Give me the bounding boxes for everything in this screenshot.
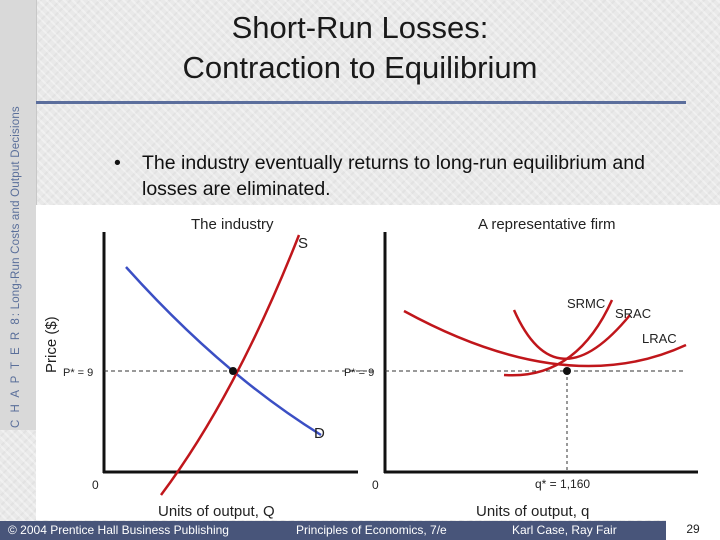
industry-title: The industry xyxy=(191,216,274,233)
bullet-text: The industry eventually returns to long-… xyxy=(142,152,645,200)
footer-book: Principles of Economics, 7/e xyxy=(296,523,447,537)
firm-x-label: Units of output, q xyxy=(476,503,589,520)
firm-price-label: P* = 9 xyxy=(344,367,374,379)
diagram-panel: The industry Price ($) P* = 9 S D 0 Unit… xyxy=(36,205,720,520)
title-line-1: Short-Run Losses: xyxy=(231,10,489,45)
bullet-icon: • xyxy=(114,152,121,174)
demand-label: D xyxy=(314,425,325,442)
industry-origin: 0 xyxy=(92,478,99,492)
demand-curve xyxy=(125,266,322,437)
supply-curve xyxy=(159,234,301,496)
firm-title: A representative firm xyxy=(478,216,616,233)
diagram-svg: The industry Price ($) P* = 9 S D 0 Unit… xyxy=(43,216,698,520)
bullet-point: • The industry eventually returns to lon… xyxy=(114,150,694,202)
y-axis-label: Price ($) xyxy=(43,316,60,373)
lrac-label: LRAC xyxy=(642,331,677,346)
footer-bar: © 2004 Prentice Hall Business Publishing… xyxy=(0,521,720,540)
footer-copyright: © 2004 Prentice Hall Business Publishing xyxy=(8,523,229,537)
title-line-2: Contraction to Equilibrium xyxy=(182,50,538,85)
chapter-number: C H A P T E R 8 xyxy=(10,316,22,428)
srac-curve xyxy=(512,309,631,360)
footer-authors: Karl Case, Ray Fair xyxy=(512,523,617,537)
firm-equilibrium-point xyxy=(563,367,571,375)
srac-label: SRAC xyxy=(615,306,651,321)
chapter-topic: : Long-Run Costs and Output Decisions xyxy=(10,106,22,317)
firm-quantity-label: q* = 1,160 xyxy=(535,477,590,491)
industry-x-label: Units of output, Q xyxy=(158,503,275,520)
slide-title: Short-Run Losses: Contraction to Equilib… xyxy=(60,8,660,88)
page-number: 29 xyxy=(666,519,720,540)
industry-equilibrium-point xyxy=(229,367,237,375)
chapter-label: C H A P T E R 8: Long-Run Costs and Outp… xyxy=(10,106,22,428)
title-underline xyxy=(36,101,686,104)
industry-price-label: P* = 9 xyxy=(63,367,93,379)
chapter-sidebar: C H A P T E R 8: Long-Run Costs and Outp… xyxy=(0,0,37,430)
srmc-curve xyxy=(503,299,614,377)
supply-label: S xyxy=(298,235,308,252)
srmc-label: SRMC xyxy=(567,296,605,311)
firm-origin: 0 xyxy=(372,478,379,492)
